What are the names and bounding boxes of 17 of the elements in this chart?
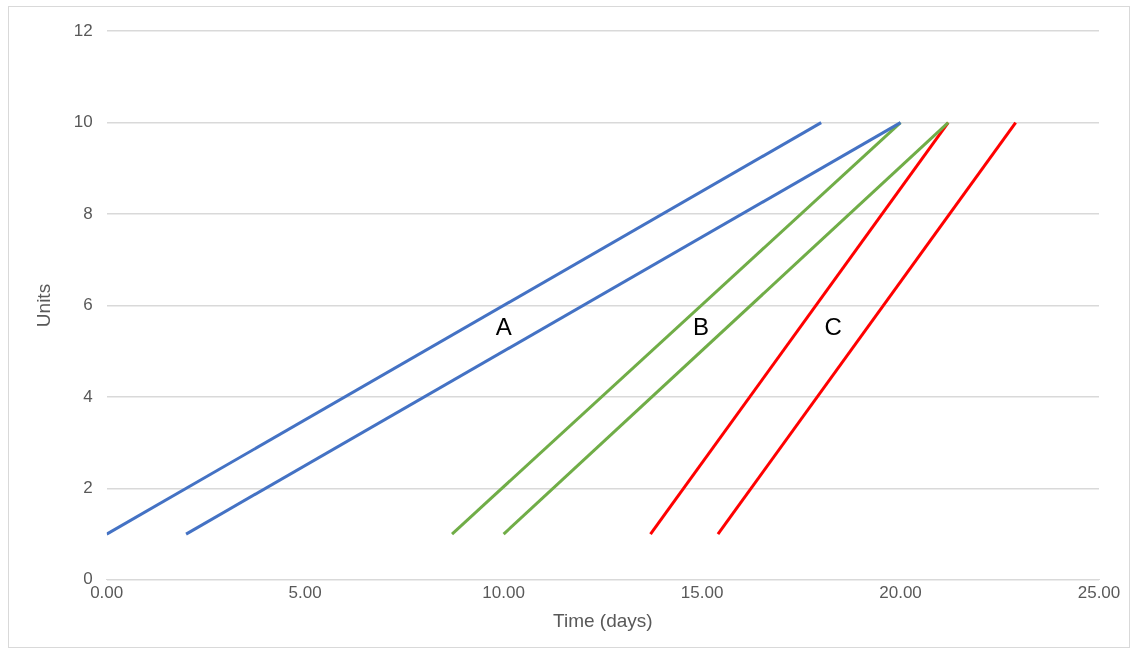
x-tick-label: 5.00	[288, 582, 322, 602]
y-tick-label: 8	[83, 203, 93, 223]
y-tick-label: 4	[83, 386, 93, 406]
annotation: A	[495, 312, 512, 340]
annotation: B	[693, 312, 710, 340]
x-tick-label: 15.00	[680, 582, 724, 602]
y-tick-label: 2	[83, 478, 93, 498]
x-axis-title: Time (days)	[553, 609, 653, 631]
x-tick-label: 0.00	[90, 582, 124, 602]
y-tick-label: 6	[83, 295, 93, 315]
x-tick-label: 10.00	[482, 582, 525, 602]
y-axis-title: Units	[32, 283, 54, 328]
x-tick-label: 20.00	[879, 582, 922, 602]
y-tick-label: 12	[73, 20, 93, 40]
x-tick-label: 25.00	[1077, 582, 1121, 602]
annotation: C	[824, 312, 842, 340]
y-tick-label: 10	[73, 112, 93, 132]
